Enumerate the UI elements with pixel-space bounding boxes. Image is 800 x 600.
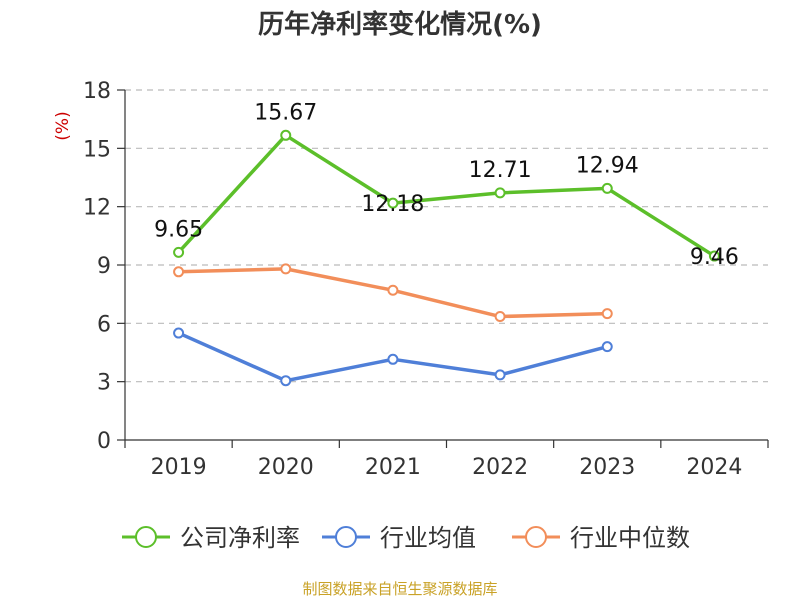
data-point[interactable] (387, 353, 399, 365)
y-tick-label: 15 (83, 137, 111, 162)
data-point[interactable] (494, 187, 506, 199)
data-point[interactable] (494, 369, 506, 381)
data-point[interactable] (494, 311, 506, 323)
series-line (177, 133, 716, 258)
data-point[interactable] (173, 327, 185, 339)
x-tick-label: 2019 (151, 455, 207, 480)
legend-label: 公司净利率 (180, 524, 300, 552)
data-point[interactable] (173, 246, 185, 258)
legend-item[interactable]: 行业均值 (322, 524, 476, 552)
x-tick-label: 2021 (365, 455, 421, 480)
y-unit-label: (%) (53, 111, 73, 140)
x-tick-label: 2024 (686, 455, 742, 480)
x-tick-label: 2022 (472, 455, 528, 480)
chart-title: 历年净利率变化情况(%) (258, 10, 542, 40)
y-tick-label: 0 (97, 429, 111, 454)
legend-item[interactable]: 行业中位数 (512, 524, 690, 552)
legend-marker (335, 526, 357, 548)
data-label: 12.71 (469, 158, 532, 183)
grid-lines (125, 89, 768, 383)
data-point[interactable] (173, 266, 185, 278)
data-label: 15.67 (254, 100, 317, 125)
data-point[interactable] (601, 308, 613, 320)
y-tick-label: 12 (83, 196, 111, 221)
data-point[interactable] (280, 129, 292, 141)
legend-label: 行业中位数 (570, 524, 690, 552)
x-tick-label: 2020 (258, 455, 314, 480)
y-tick-label: 18 (83, 79, 111, 104)
legend-marker (525, 526, 547, 548)
data-label: 12.18 (361, 192, 424, 217)
data-point[interactable] (601, 341, 613, 353)
data-point[interactable] (387, 197, 399, 209)
legend-label: 行业均值 (380, 524, 476, 552)
data-label: 12.94 (576, 153, 639, 178)
legend[interactable]: 公司净利率 行业均值 行业中位数 (122, 524, 690, 552)
axes: 0 3 6 9 12 15 18 (%) 2019 2020 2021 2022 2023 2024 (53, 79, 769, 480)
y-tick-label: 9 (97, 254, 111, 279)
data-labels: 9.65 15.67 12.18 12.71 12.94 9.46 (154, 100, 739, 270)
data-point[interactable] (601, 182, 613, 194)
legend-item[interactable]: 公司净利率 (122, 524, 300, 552)
x-tick-label: 2023 (579, 455, 635, 480)
series-lines (173, 129, 720, 387)
source-note: 制图数据来自恒生聚源数据库 (302, 580, 498, 598)
data-point[interactable] (708, 250, 720, 262)
data-point[interactable] (387, 284, 399, 296)
y-tick-label: 3 (97, 371, 111, 396)
data-point[interactable] (280, 263, 292, 275)
legend-marker (135, 526, 157, 548)
y-tick-label: 6 (97, 312, 111, 337)
data-label: 9.65 (154, 217, 203, 242)
data-point[interactable] (280, 375, 292, 387)
data-label: 9.46 (690, 245, 739, 270)
